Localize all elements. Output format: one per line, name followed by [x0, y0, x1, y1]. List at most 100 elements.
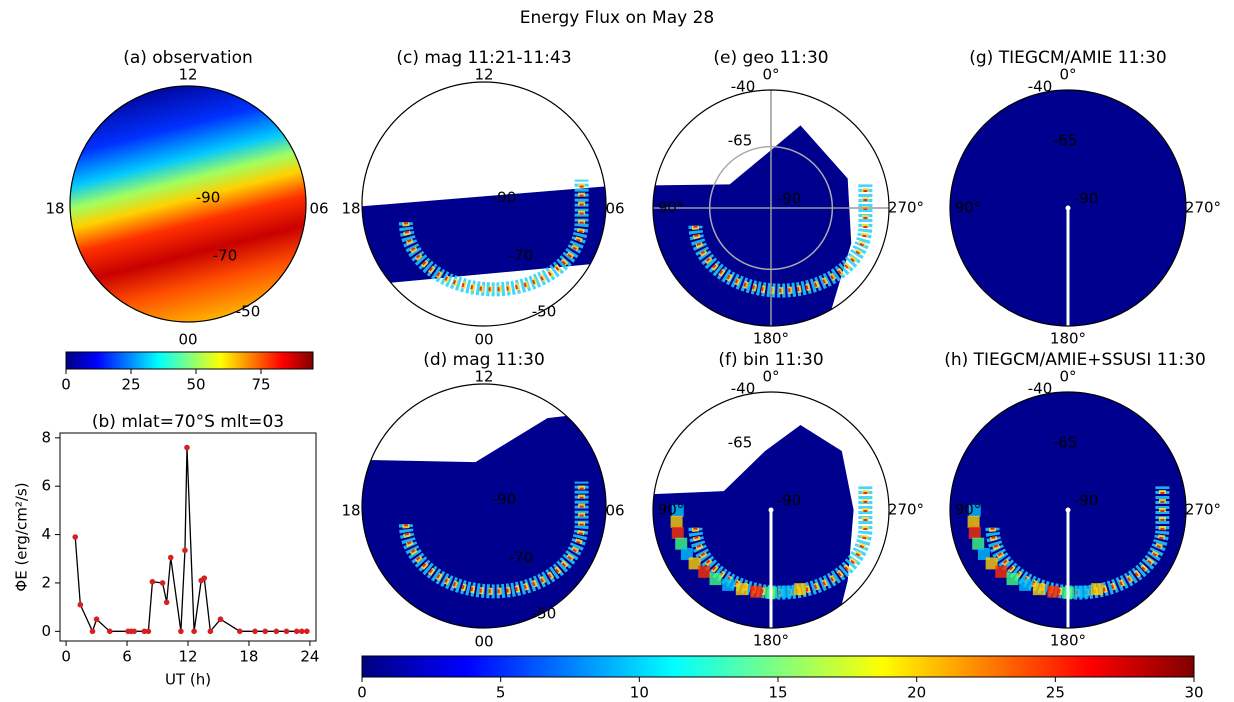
polar-label: 270°: [888, 501, 924, 519]
data-point: [141, 628, 148, 635]
polar-label: -50: [532, 605, 557, 623]
bin-cell: [671, 526, 684, 539]
bin-cell: [985, 557, 998, 570]
y-tick-label: 0: [41, 622, 51, 640]
panel-title: (d) mag 11:30: [423, 350, 545, 370]
data-point: [191, 628, 197, 635]
polar-label: -40: [731, 380, 756, 398]
data-point: [293, 628, 300, 635]
polar-label: -50: [236, 303, 261, 321]
polar-panel: [362, 408, 606, 628]
bin-cell: [794, 583, 807, 596]
data-point: [273, 628, 280, 635]
colorbar-tick-label: 0: [357, 684, 367, 702]
polar-label: -40: [1028, 78, 1053, 96]
polar-label: 06: [605, 502, 624, 520]
polar-label: 00: [178, 331, 197, 349]
colorbar-tick-label: 50: [186, 376, 205, 394]
pole: [1065, 205, 1071, 211]
polar-label: 0°: [762, 368, 779, 386]
polar-label: 90°: [955, 199, 982, 217]
auroral-oval: [988, 486, 1166, 597]
polar-frame: [652, 391, 890, 629]
bin-cell: [967, 515, 980, 528]
bin-cell: [709, 573, 722, 586]
panel-title: (f) bin 11:30: [718, 350, 823, 370]
pole: [768, 507, 774, 513]
polar-frame: [69, 85, 307, 323]
bin-cell: [1019, 578, 1032, 591]
polar-label: -90: [777, 190, 802, 208]
bin-cell: [675, 537, 688, 550]
bin-cell: [1076, 585, 1089, 598]
polar-panel: [362, 179, 606, 297]
bin-cell: [750, 585, 763, 598]
polar-label: -90: [1074, 492, 1099, 510]
polar-label: 0°: [1059, 368, 1076, 386]
y-tick-label: 4: [41, 525, 51, 543]
polar-label: -65: [1053, 434, 1078, 452]
polar-label: 180°: [1050, 330, 1086, 348]
colorbar-tick-label: 5: [496, 684, 506, 702]
bin-cell: [968, 526, 981, 539]
polar-label: -70: [509, 549, 534, 567]
data-point: [201, 575, 208, 581]
bin-cell: [1006, 573, 1019, 586]
data-point: [167, 554, 174, 561]
polar-label: 270°: [1185, 501, 1221, 519]
polar-label: -50: [532, 303, 557, 321]
bin-cell: [688, 557, 701, 570]
x-tick-label: 6: [122, 648, 132, 666]
polar-label: 180°: [1050, 632, 1086, 650]
data-point: [182, 547, 188, 554]
bin-cell: [779, 585, 792, 598]
data-point: [178, 628, 184, 635]
data-point: [131, 628, 137, 635]
x-tick-label: 18: [239, 648, 258, 666]
colorbar-tick-label: 15: [768, 684, 787, 702]
polar-frame: [361, 383, 607, 629]
polar-label: 0°: [1059, 66, 1076, 84]
panel-title: (e) geo 11:30: [713, 48, 828, 68]
polar-label: -90: [777, 492, 802, 510]
polar-frame: [652, 89, 890, 327]
polar-label: 90°: [658, 501, 685, 519]
x-tick-label: 12: [178, 648, 197, 666]
polar-label: 0°: [762, 66, 779, 84]
y-tick-label: 6: [41, 477, 51, 495]
data-point: [262, 628, 269, 635]
colorbar-tick-label: 20: [907, 684, 926, 702]
bin-cell: [1091, 583, 1104, 596]
geo-grid: [708, 145, 834, 271]
colorbar: [361, 655, 1195, 678]
colorbar-tick-label: 25: [121, 376, 140, 394]
data-point: [163, 599, 170, 606]
y-axis-label: ΦE (erg/cm²/s): [13, 482, 31, 591]
flux-map: [362, 408, 606, 628]
polar-label: 12: [474, 368, 493, 386]
polar-label: 270°: [888, 199, 924, 217]
polar-label: 18: [341, 502, 360, 520]
auroral-oval: [403, 179, 584, 292]
bin-cell: [977, 547, 990, 560]
bin-cell: [972, 537, 985, 550]
polar-panel: [653, 425, 873, 628]
data-point: [72, 534, 79, 540]
bin-cell: [670, 515, 683, 528]
polar-label: 90°: [658, 199, 685, 217]
polar-label: -90: [1074, 190, 1099, 208]
polar-panel: [950, 90, 1186, 326]
polar-panel: [653, 90, 889, 326]
polar-label: -40: [731, 78, 756, 96]
polar-label: 12: [474, 66, 493, 84]
polar-label: -90: [196, 189, 221, 207]
panel-title: (c) mag 11:21-11:43: [396, 48, 571, 68]
bin-cell: [698, 565, 711, 578]
panel-title: (b) mlat=70°S mlt=03: [92, 412, 284, 432]
polar-label: 06: [309, 200, 328, 218]
data-point: [252, 628, 258, 635]
data-point: [89, 628, 96, 635]
colorbar-tick-label: 30: [1184, 684, 1203, 702]
data-point: [304, 628, 310, 635]
